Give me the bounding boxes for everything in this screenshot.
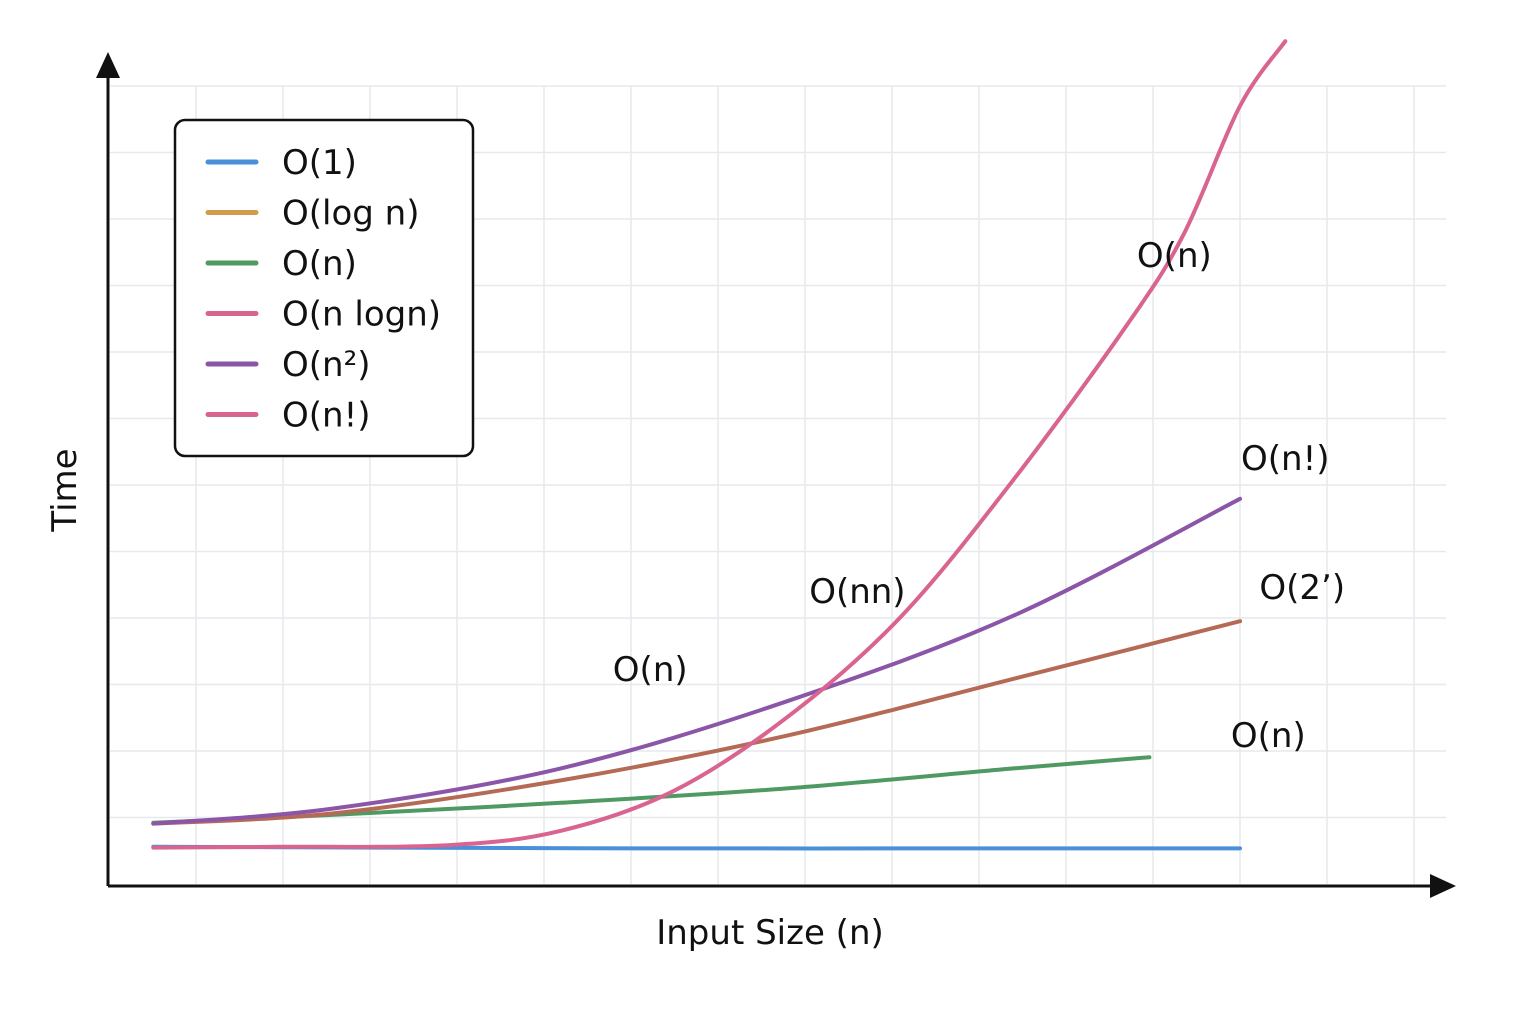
curve-label-1: O(nn) (809, 572, 905, 612)
legend: O(1) O(log n) O(n) O(n logn) O(n²) O(n!) (173, 118, 475, 458)
y-axis-title: Time (45, 448, 85, 532)
axes (96, 52, 1456, 898)
curve-label-4: O(2ʼ) (1259, 568, 1345, 608)
series-line-2-o-2- (151, 619, 1242, 826)
grid (110, 85, 1446, 884)
curves (151, 39, 1288, 851)
legend-box (173, 118, 475, 458)
legend-label-4: O(n²) (282, 345, 370, 385)
x-axis-title: Input Size (n) (656, 913, 884, 953)
legend-label-0: O(1) (282, 143, 357, 183)
legend-label-2: O(n) (282, 244, 357, 284)
x-axis-arrow (1430, 874, 1456, 898)
y-axis-arrow (96, 52, 120, 78)
curve-label-2: O(n) (1137, 236, 1212, 276)
curve-label-3: O(n!) (1241, 439, 1329, 479)
legend-label-1: O(log n) (282, 194, 419, 234)
curve-labels: O(n) O(nn) O(n) O(n!) O(2ʼ) O(n) (613, 236, 1345, 756)
curve-label-0: O(n) (613, 650, 688, 690)
series-line-3-o-n- (151, 496, 1242, 826)
legend-label-5: O(n!) (282, 396, 370, 436)
series-line-4-o-n- (151, 39, 1288, 850)
legend-label-3: O(n logn) (282, 295, 441, 335)
curve-label-5: O(n) (1231, 716, 1306, 756)
